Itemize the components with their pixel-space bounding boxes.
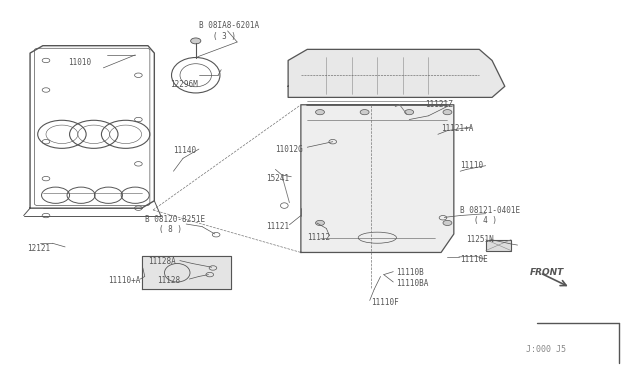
Text: B 08120-8251E
   ( 8 ): B 08120-8251E ( 8 ) (145, 215, 205, 234)
Text: 11251N: 11251N (467, 235, 494, 244)
Text: B 08IA8-6201A
   ( 3 ): B 08IA8-6201A ( 3 ) (199, 21, 259, 41)
Text: 15241: 15241 (266, 174, 289, 183)
Circle shape (360, 110, 369, 115)
Text: 11110+A: 11110+A (108, 276, 141, 285)
Text: 12121: 12121 (27, 244, 50, 253)
Circle shape (443, 110, 452, 115)
Text: 11128: 11128 (157, 276, 180, 285)
Text: J:000 J5: J:000 J5 (526, 345, 566, 354)
Circle shape (316, 220, 324, 225)
Text: 11112: 11112 (307, 233, 330, 242)
Bar (486, 240, 511, 251)
Text: B 08121-0401E
   ( 4 ): B 08121-0401E ( 4 ) (460, 206, 520, 225)
Text: 11010: 11010 (68, 58, 92, 67)
Text: 11140: 11140 (173, 147, 196, 155)
Circle shape (404, 110, 413, 115)
Text: 11012G: 11012G (275, 145, 303, 154)
Text: FRONT: FRONT (531, 268, 564, 277)
Text: 11110BA: 11110BA (396, 279, 429, 288)
Circle shape (316, 110, 324, 115)
Text: 11121+A: 11121+A (441, 124, 474, 133)
Text: 12296M: 12296M (170, 80, 198, 89)
Circle shape (443, 220, 452, 225)
Text: 11110B: 11110B (396, 268, 424, 277)
Polygon shape (301, 105, 454, 253)
Text: 11110E: 11110E (460, 255, 488, 264)
Polygon shape (141, 256, 231, 289)
Text: 11110F: 11110F (371, 298, 399, 307)
Text: 11128A: 11128A (148, 257, 176, 266)
Text: 11121: 11121 (266, 222, 289, 231)
Polygon shape (288, 49, 505, 97)
Text: 11121Z: 11121Z (425, 100, 453, 109)
Circle shape (191, 38, 201, 44)
Text: 11110: 11110 (460, 161, 483, 170)
